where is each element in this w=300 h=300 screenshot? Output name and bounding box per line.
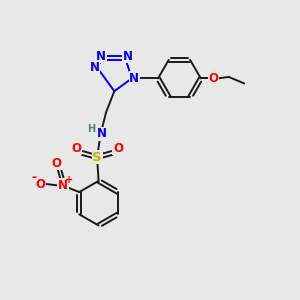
Text: -: - <box>31 171 36 184</box>
Text: N: N <box>122 50 133 63</box>
Text: O: O <box>71 142 81 155</box>
Text: N: N <box>58 179 68 192</box>
Text: S: S <box>92 151 102 164</box>
Text: N: N <box>129 72 139 85</box>
Text: O: O <box>113 142 123 155</box>
Text: O: O <box>51 157 62 170</box>
Text: +: + <box>65 175 74 184</box>
Text: O: O <box>208 72 218 85</box>
Text: H: H <box>87 124 95 134</box>
Text: O: O <box>35 178 45 190</box>
Text: N: N <box>89 61 99 74</box>
Text: N: N <box>97 128 107 140</box>
Text: N: N <box>96 50 106 63</box>
